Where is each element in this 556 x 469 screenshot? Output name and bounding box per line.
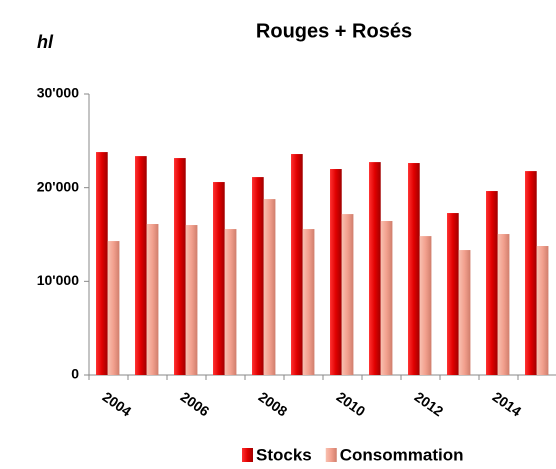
y-tick-label: 0 — [71, 366, 79, 382]
x-tick-label: 2010 — [334, 388, 369, 419]
bar — [369, 162, 381, 375]
x-tick-label: 2012 — [412, 388, 447, 419]
bar — [419, 236, 432, 375]
bar — [96, 152, 108, 375]
legend-swatch — [242, 448, 253, 462]
bar — [213, 182, 225, 375]
bar — [185, 225, 198, 375]
x-tick-label: 2006 — [178, 388, 213, 419]
bar — [525, 171, 537, 375]
bar — [458, 250, 471, 375]
bar — [536, 246, 549, 375]
bar — [135, 156, 147, 375]
x-tick-label: 2004 — [100, 388, 135, 419]
y-tick-label: 30'000 — [37, 85, 79, 101]
bar — [174, 158, 186, 375]
bar — [291, 154, 303, 375]
bar — [146, 224, 159, 375]
y-tick-label: 10'000 — [37, 272, 79, 288]
bar — [486, 191, 498, 375]
legend-label: Consommation — [340, 445, 464, 464]
bar — [263, 199, 276, 375]
chart-title: Rouges + Rosés — [256, 20, 412, 42]
bar — [224, 229, 237, 375]
bar — [447, 213, 459, 375]
bar — [252, 177, 264, 375]
bar — [341, 214, 354, 375]
x-tick-label: 2014 — [490, 388, 525, 419]
bar — [302, 229, 315, 375]
legend-label: Stocks — [256, 445, 312, 464]
bar — [497, 234, 510, 375]
bar — [107, 241, 120, 375]
legend-swatch — [325, 448, 337, 462]
bar — [380, 221, 393, 375]
y-axis-label: hl — [37, 32, 54, 52]
bar — [408, 163, 420, 375]
x-tick-label: 2008 — [256, 388, 291, 419]
y-tick-label: 20'000 — [37, 178, 79, 194]
bar — [330, 169, 342, 375]
